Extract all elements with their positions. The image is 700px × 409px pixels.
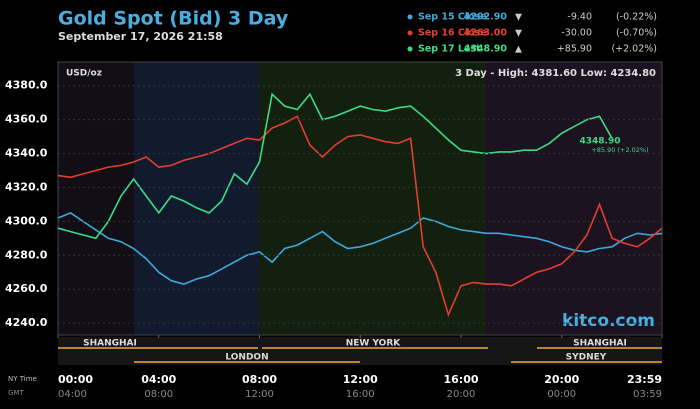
chart-subtitle: September 17, 2026 21:58: [58, 30, 223, 43]
legend-change: -9.40: [567, 12, 592, 23]
x-tick-label: 20:00: [544, 373, 579, 386]
asia-zone: [134, 62, 259, 335]
legend-marker: [407, 30, 413, 36]
series-line: [57, 115, 663, 318]
x-tick-label: 23:59: [627, 373, 662, 386]
unit-label: USD/oz: [66, 69, 102, 79]
x-tick-label: 08:00: [242, 373, 277, 386]
late-zone: [486, 62, 662, 335]
y-tick-label: 4300.0: [5, 214, 48, 227]
session-label: NEW YORK: [346, 339, 402, 349]
legend-symbol: ▲: [515, 45, 522, 55]
y-tick-label: 4280.0: [5, 248, 48, 261]
last-label: 4348.90: [580, 137, 621, 147]
legend-name: Sep 15 Close: [418, 12, 487, 23]
legend-value: 4263.00: [464, 28, 508, 39]
gmt-tick-label: 16:00: [346, 389, 375, 400]
legend-name: Sep 16 Close: [418, 28, 487, 39]
legend-change: -30.00: [561, 28, 592, 39]
gmt-tick-label: 00:00: [547, 389, 576, 400]
session-bg: [58, 337, 662, 365]
y-tick-label: 4320.0: [5, 180, 48, 193]
x-tick-label: 04:00: [141, 373, 176, 386]
gmt-tick-label: 04:00: [58, 389, 87, 400]
y-tick-label: 4380.0: [5, 79, 48, 92]
series-line: [57, 92, 613, 240]
gmt-tick-label: 08:00: [144, 389, 173, 400]
legend-change: +85.90: [557, 44, 592, 55]
newyork-zone: [259, 62, 486, 335]
gmt-tick-label: 03:59: [633, 389, 662, 400]
legend-change-pct: (-0.22%): [616, 12, 657, 23]
x-tick-label: 12:00: [343, 373, 378, 386]
legend-value: 4292.90: [464, 12, 508, 23]
legend-change-pct: (+2.02%): [611, 44, 657, 55]
y-tick-label: 4360.0: [5, 113, 48, 126]
gmt-tick-label: 12:00: [245, 389, 274, 400]
legend-symbol: ▼: [515, 13, 522, 23]
legend-name: Sep 17 Last: [418, 44, 481, 55]
legend-value: 4348.90: [464, 44, 508, 55]
y-tick-label: 4260.0: [5, 282, 48, 295]
last-change: +85.90 (+2.02%): [591, 146, 648, 154]
legend-change-pct: (-0.70%): [616, 28, 657, 39]
series-line: [57, 211, 663, 285]
range-label: 3 Day - High: 4381.60 Low: 4234.80: [455, 68, 656, 79]
session-bars: SHANGHAI NEW YORK SHANGHAI LONDON SYDNEY: [58, 337, 662, 365]
chart-title: Gold Spot (Bid) 3 Day: [58, 8, 289, 30]
x-tick-label: 16:00: [443, 373, 478, 386]
y-tick-label: 4240.0: [5, 316, 48, 329]
y-tick-label: 4340.0: [5, 147, 48, 160]
x-tick-label: 00:00: [58, 373, 93, 386]
legend-symbol: ▼: [515, 29, 522, 39]
x-axis-name: GMT: [8, 389, 24, 397]
gmt-tick-label: 20:00: [447, 389, 476, 400]
legend-marker: [407, 46, 413, 52]
watermark: kitco.com: [562, 311, 655, 331]
session-label: SHANGHAI: [83, 339, 137, 349]
x-axis-name: NY Time: [8, 375, 37, 383]
session-label: LONDON: [225, 353, 268, 363]
session-label: SYDNEY: [566, 353, 607, 363]
legend-marker: [407, 14, 413, 20]
session-label: SHANGHAI: [573, 339, 627, 349]
